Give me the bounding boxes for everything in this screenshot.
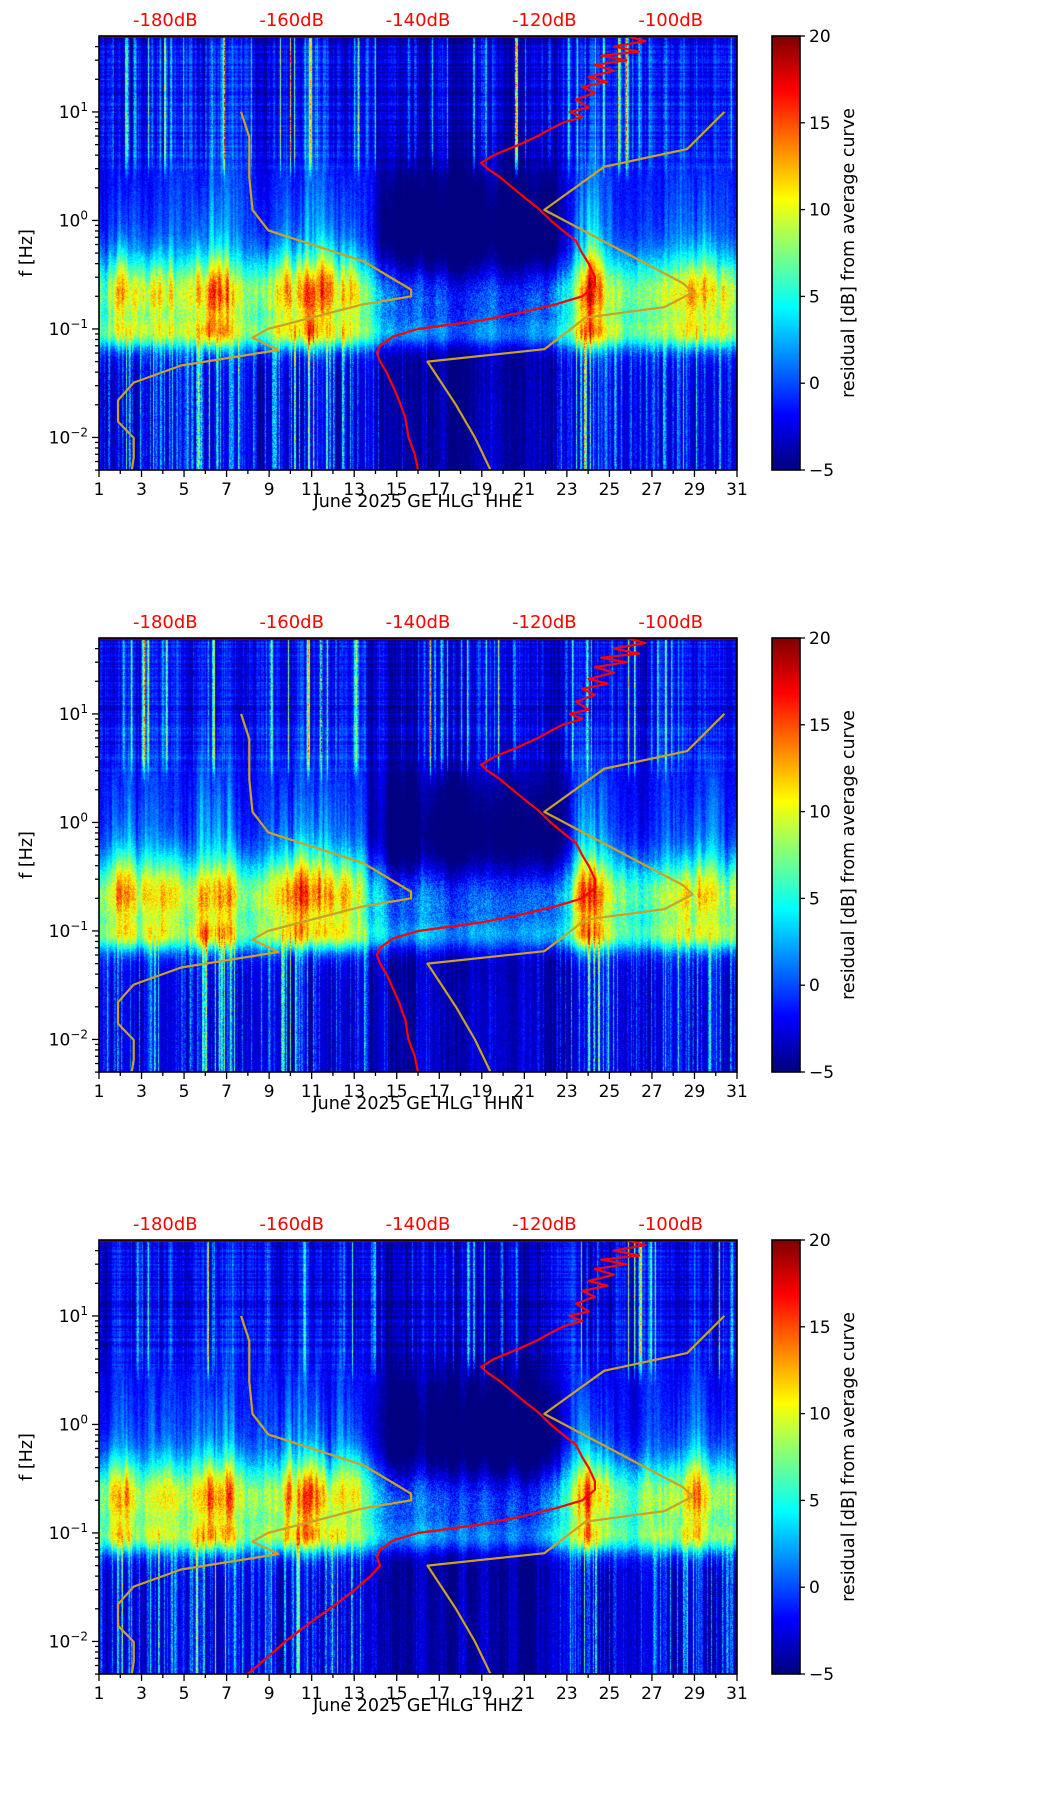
y-tick-label: 101 xyxy=(59,1304,88,1327)
top-db-tick-label: -140dB xyxy=(386,612,451,633)
colorbar-tick-label: 0 xyxy=(809,374,820,394)
spectrogram-image-hhz xyxy=(99,1240,737,1674)
y-ticks xyxy=(92,1249,99,1675)
spectrogram-image-hhn xyxy=(99,638,737,1072)
top-db-tick-label: -100dB xyxy=(638,10,703,31)
x-axis-title: June 2025 GE HLG HHE xyxy=(313,492,523,512)
top-db-tick-label: -100dB xyxy=(638,1214,703,1235)
colorbar-ticks xyxy=(800,1239,805,1675)
colorbar-tick-label: 5 xyxy=(809,889,820,909)
x-ticks xyxy=(98,470,738,477)
colorbar-tick-label: −5 xyxy=(809,461,834,481)
x-ticks xyxy=(98,1674,738,1681)
colorbar-tick-label: 10 xyxy=(809,803,831,823)
colorbar-tick-label: 5 xyxy=(809,1491,820,1511)
y-tick-label: 10−2 xyxy=(49,1629,88,1652)
x-axis-title: June 2025 GE HLG HHZ xyxy=(313,1696,523,1716)
colorbar-ticks xyxy=(800,637,805,1073)
top-db-tick-label: -180dB xyxy=(133,10,198,31)
top-db-tick-label: -140dB xyxy=(386,1214,451,1235)
top-db-tick-label: -160dB xyxy=(259,612,324,633)
top-db-tick-label: -180dB xyxy=(133,1214,198,1235)
colorbar-tick-label: −5 xyxy=(809,1665,834,1685)
top-db-tick-label: -120dB xyxy=(512,1214,577,1235)
x-axis-title: June 2025 GE HLG HHN xyxy=(312,1094,524,1114)
y-tick-label: 10−1 xyxy=(49,919,88,942)
colorbar-tick-label: 15 xyxy=(809,716,831,736)
colorbar-label: residual [dB] from average curve xyxy=(839,710,859,1000)
top-db-tick-label: -160dB xyxy=(259,10,324,31)
y-tick-label: 10−1 xyxy=(49,1521,88,1544)
colorbar-hhz xyxy=(772,1240,800,1674)
colorbar-tick-label: 15 xyxy=(809,1318,831,1338)
colorbar-tick-label: 20 xyxy=(809,27,831,47)
top-db-tick-label: -100dB xyxy=(638,612,703,633)
top-db-tick-label: -160dB xyxy=(259,1214,324,1235)
colorbar-ticks xyxy=(800,35,805,471)
panel-hhe: 1 3 5 7 9 11 13 15 17 19 21 23 25 27 29 31 101 100 10−1 10−… xyxy=(0,0,1052,602)
panel-hhz: 1 3 5 7 9 11 13 15 17 19 21 23 25 27 29 31 101 100 10−1 10−… xyxy=(0,1204,1052,1806)
y-tick-label: 101 xyxy=(59,100,88,123)
colorbar-tick-label: 5 xyxy=(809,287,820,307)
colorbar-label: residual [dB] from average curve xyxy=(839,108,859,398)
top-db-tick-label: -120dB xyxy=(512,612,577,633)
colorbar-hhe xyxy=(772,36,800,470)
colorbar-tick-label: 10 xyxy=(809,201,831,221)
y-tick-label: 100 xyxy=(59,208,88,231)
colorbar-tick-label: 20 xyxy=(809,1231,831,1251)
y-tick-label: 10−1 xyxy=(49,317,88,340)
x-ticks xyxy=(98,1072,738,1079)
top-db-tick-label: -140dB xyxy=(386,10,451,31)
colorbar-label: residual [dB] from average curve xyxy=(839,1312,859,1602)
colorbar-tick-label: 10 xyxy=(809,1405,831,1425)
y-tick-label: 101 xyxy=(59,702,88,725)
colorbar-tick-label: 0 xyxy=(809,976,820,996)
colorbar-tick-label: 15 xyxy=(809,114,831,134)
y-ticks xyxy=(92,45,99,471)
y-tick-label: 100 xyxy=(59,810,88,833)
y-axis-label: f [Hz] xyxy=(17,831,37,879)
top-db-tick-label: -120dB xyxy=(512,10,577,31)
y-tick-label: 100 xyxy=(59,1412,88,1435)
y-axis-label: f [Hz] xyxy=(17,229,37,277)
y-tick-label: 10−2 xyxy=(49,1027,88,1050)
y-axis-label: f [Hz] xyxy=(17,1433,37,1481)
colorbar-tick-label: 20 xyxy=(809,629,831,649)
spectrogram-image-hhe xyxy=(99,36,737,470)
y-tick-label: 10−2 xyxy=(49,425,88,448)
colorbar-tick-label: 0 xyxy=(809,1578,820,1598)
colorbar-tick-label: −5 xyxy=(809,1063,834,1083)
panel-hhn: 1 3 5 7 9 11 13 15 17 19 21 23 25 27 29 31 101 100 10−1 10−… xyxy=(0,602,1052,1204)
colorbar-hhn xyxy=(772,638,800,1072)
y-ticks xyxy=(92,647,99,1073)
top-db-tick-label: -180dB xyxy=(133,612,198,633)
